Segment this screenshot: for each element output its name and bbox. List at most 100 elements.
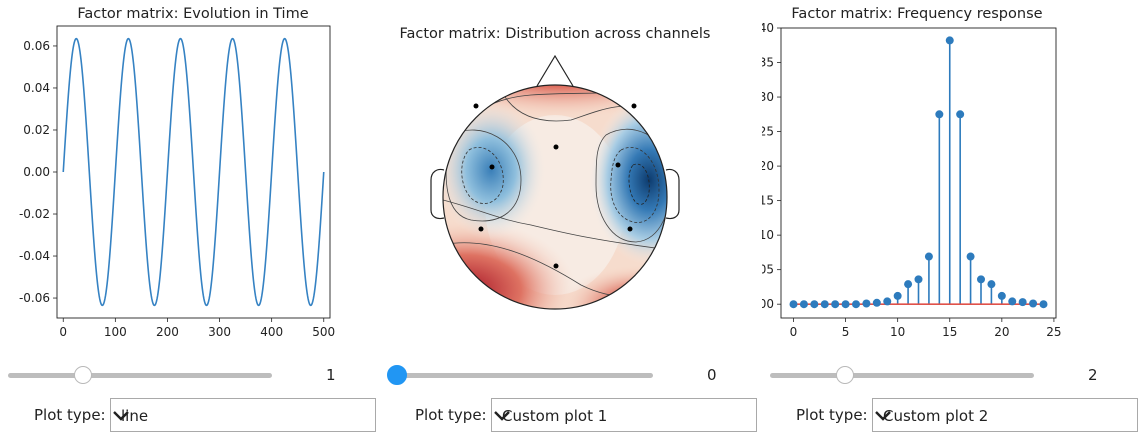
plot-type-selected: line [121,407,149,425]
chevron-down-icon [875,411,891,421]
channels-panel: Factor matrix: Distribution across chann… [381,0,761,442]
chevron-down-icon [494,411,510,421]
sensor-markers [473,103,637,269]
y-tick-label: 0.15 [762,194,774,208]
stem-marker [831,300,840,309]
stem-marker [799,300,808,309]
slider-track[interactable] [8,373,272,378]
stem-marker [893,291,902,300]
stem-marker [841,300,850,309]
plot-type-select-1[interactable]: line [110,398,376,432]
time-panel: Factor matrix: Evolution in Time 0 100 200… [0,0,380,442]
sensor [489,164,495,170]
y-tick-label: 0.35 [762,56,774,70]
plot-type-select-2[interactable]: Custom plot 1 [491,398,757,432]
stem-marker [810,300,819,309]
stem-marker [987,280,996,289]
x-tick-label: 0 [59,325,67,339]
stem-marker [977,275,985,284]
stem-marker [914,275,923,284]
stem-marker [935,110,944,119]
y-tick-label: 0.40 [762,21,774,35]
plot-type-row-2: Plot type: Custom plot 1 [381,398,761,434]
plot-type-row-3: Plot type: Custom plot 2 [762,398,1142,434]
sensor [553,263,559,269]
x-tick-label: 100 [104,325,127,339]
component-slider-3[interactable]: 2 [770,364,1130,388]
left-ear [430,168,445,220]
slider-value: 2 [1088,366,1098,384]
y-tick-label: 0.02 [23,123,50,137]
y-tick-label: -0.04 [19,249,50,263]
plot-type-select-3[interactable]: Custom plot 2 [872,398,1138,432]
x-tick-label: 15 [942,325,957,339]
plot-type-label: Plot type: [34,406,106,424]
x-tick-label: 25 [1046,325,1061,339]
y-tick-label: 0.00 [762,297,774,311]
plot-frame [56,25,331,319]
component-slider-2[interactable]: 0 [387,364,749,388]
stem-marker [956,110,965,119]
slider-handle[interactable] [74,366,92,384]
y-tick-label: 0.00 [23,165,50,179]
plot-type-row-1: Plot type: line [0,398,380,434]
slider-handle[interactable] [836,366,854,384]
sensor [553,144,559,150]
stem-marker [872,298,881,307]
x-tick-label: 500 [312,325,335,339]
stem-marker [997,291,1006,300]
x-tick-label: 10 [890,325,905,339]
time-series-line [62,37,325,307]
slider-track[interactable] [770,373,1034,378]
component-slider-1[interactable]: 1 [8,364,368,388]
x-tick-label: 20 [994,325,1009,339]
x-tick-label: 0 [790,325,798,339]
stem-marker [966,252,975,261]
plot-frame [780,27,1057,319]
frequency-panel: Factor matrix: Frequency response 0 5 10 15… [762,0,1142,442]
plot-type-selected: Custom plot 1 [502,407,608,425]
slider-track[interactable] [389,373,653,378]
head-outline [442,84,668,310]
frequency-chart-title: Factor matrix: Frequency response [791,6,1042,22]
y-tick-label: 0.30 [762,90,774,104]
y-tick-label: 0.05 [762,263,774,277]
x-tick-label: 200 [156,325,179,339]
topomap-chart: Factor matrix: Distribution across chann… [400,26,711,310]
plot-type-selected: Custom plot 2 [883,407,989,425]
x-tick-label: 300 [208,325,231,339]
stem-marker [1008,297,1017,306]
stem-marker [904,280,913,289]
y-tick-label: 0.20 [762,159,774,173]
plot-type-label: Plot type: [415,406,487,424]
y-tick-label: 0.25 [762,125,774,139]
right-ear [665,168,680,220]
y-tick-label: 0.06 [23,39,50,53]
stem-marker [883,297,892,306]
x-tick-label: 400 [260,325,283,339]
y-tick-label: 0.04 [23,81,50,95]
time-chart: Factor matrix: Evolution in Time 0 100 200… [19,6,335,339]
stem-marker [945,36,954,45]
stem-marker [1039,300,1048,309]
stem-marker [1018,298,1027,307]
topomap-title: Factor matrix: Distribution across chann… [400,26,711,42]
slider-value: 0 [707,366,717,384]
y-tick-label: 0.10 [762,228,774,242]
stem-marker [1029,299,1038,308]
topomap-field [443,85,667,309]
y-tick-label: -0.02 [19,207,50,221]
sensor [478,226,484,232]
slider-handle[interactable] [387,365,407,385]
stem-marker [924,252,933,261]
stem-marker [789,300,798,309]
time-chart-title: Factor matrix: Evolution in Time [77,6,308,22]
x-tick-label: 5 [842,325,850,339]
nose-outline [536,54,574,87]
sensor [615,162,621,168]
stem-marker [852,300,860,309]
slider-value: 1 [326,366,336,384]
sensor [631,103,637,109]
y-tick-label: -0.06 [19,291,50,305]
plot-type-label: Plot type: [796,406,868,424]
